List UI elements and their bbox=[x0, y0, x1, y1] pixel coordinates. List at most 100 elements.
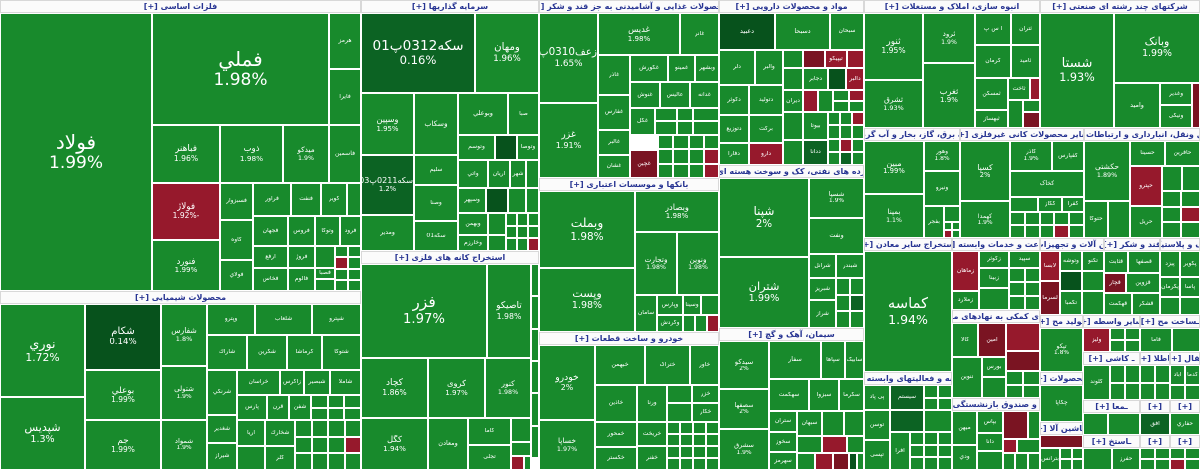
treemap-tile[interactable]: امین bbox=[978, 323, 1006, 357]
treemap-tile[interactable]: حفرز bbox=[1112, 448, 1140, 470]
treemap-tile[interactable]: کگاز bbox=[1038, 197, 1062, 212]
sector-header-agriculture[interactable]: زراعت و خدمات وابسته [+] bbox=[952, 238, 1040, 251]
sector-header-machinery[interactable]: ماشین آلات و تجهیزات [+] bbox=[1040, 238, 1104, 251]
treemap-tile[interactable]: شبندر bbox=[836, 254, 864, 278]
treemap-tile[interactable] bbox=[1162, 222, 1181, 238]
treemap-tile[interactable]: غگل bbox=[630, 108, 655, 135]
treemap-tile[interactable]: ومهان 1.96% bbox=[475, 13, 539, 93]
treemap-tile[interactable]: وتجارت 1.98% bbox=[635, 232, 677, 295]
treemap-tile[interactable] bbox=[1024, 296, 1040, 310]
treemap-tile[interactable] bbox=[910, 444, 924, 458]
treemap-tile[interactable] bbox=[1155, 365, 1170, 383]
sector-header-conglomerates[interactable]: شرکتهای چند رشته ای صنعتی [+] bbox=[1040, 0, 1200, 13]
treemap-tile[interactable] bbox=[655, 108, 677, 121]
sector-header-other-mining[interactable]: استخراج سایر معادن [+] bbox=[864, 238, 952, 251]
treemap-tile[interactable]: سلیم bbox=[414, 155, 458, 185]
treemap-tile[interactable]: غفارس bbox=[598, 95, 630, 130]
treemap-tile[interactable] bbox=[1006, 323, 1040, 351]
treemap-tile[interactable] bbox=[1023, 384, 1040, 398]
treemap-tile[interactable] bbox=[822, 411, 844, 436]
treemap-tile[interactable] bbox=[852, 112, 864, 126]
treemap-tile[interactable]: جم 1.99% bbox=[85, 420, 161, 470]
treemap-tile[interactable]: شسپا 1.9% bbox=[809, 178, 864, 218]
treemap-tile[interactable] bbox=[1110, 340, 1125, 352]
treemap-tile[interactable] bbox=[1125, 340, 1140, 352]
treemap-tile[interactable] bbox=[327, 407, 345, 420]
treemap-tile[interactable]: فاما bbox=[1140, 328, 1172, 352]
treemap-tile[interactable] bbox=[695, 315, 707, 332]
sector-header-oil[interactable]: فرآورده های نفتی، کک و سوخت هسته ای [+] bbox=[719, 165, 864, 178]
treemap-tile[interactable]: کاما bbox=[468, 418, 511, 445]
treemap-tile[interactable] bbox=[328, 420, 345, 437]
treemap-tile[interactable] bbox=[1082, 271, 1104, 291]
treemap-tile[interactable]: فرود bbox=[340, 216, 361, 246]
treemap-tile[interactable] bbox=[1185, 385, 1200, 400]
treemap-tile[interactable] bbox=[517, 225, 528, 239]
treemap-tile[interactable] bbox=[1140, 382, 1155, 400]
treemap-tile[interactable] bbox=[1008, 100, 1023, 128]
treemap-tile[interactable] bbox=[680, 446, 693, 458]
treemap-tile[interactable] bbox=[850, 294, 864, 312]
treemap-tile[interactable] bbox=[528, 213, 539, 226]
sector-header-chemicals[interactable]: محصولات شیمیایی [+] bbox=[0, 291, 361, 304]
treemap-tile[interactable]: ثشرق 1.93% bbox=[864, 80, 923, 128]
treemap-tile[interactable] bbox=[511, 442, 531, 456]
treemap-tile[interactable] bbox=[938, 457, 952, 470]
treemap-tile[interactable]: سپاها bbox=[821, 341, 845, 379]
treemap-tile[interactable]: ومدیر bbox=[361, 215, 414, 251]
treemap-tile[interactable]: غاذر bbox=[598, 55, 630, 95]
treemap-tile[interactable]: کالا bbox=[952, 323, 978, 357]
treemap-tile[interactable] bbox=[693, 108, 719, 121]
treemap-tile[interactable]: فرآور bbox=[253, 183, 291, 216]
sector-header-drilling[interactable]: [+] bbox=[1170, 400, 1200, 413]
sector-header-paper-products[interactable]: ـمحصولات [+] bbox=[1040, 372, 1083, 385]
treemap-tile[interactable] bbox=[844, 411, 864, 436]
treemap-tile[interactable]: دتولید bbox=[749, 85, 783, 115]
treemap-tile[interactable] bbox=[295, 453, 312, 470]
treemap-tile[interactable]: قزوین bbox=[1126, 273, 1160, 293]
treemap-tile[interactable]: ولیز bbox=[1083, 328, 1110, 352]
treemap-tile[interactable]: غزر 1.91% bbox=[539, 103, 598, 178]
treemap-tile[interactable] bbox=[511, 456, 524, 470]
treemap-tile[interactable] bbox=[783, 68, 803, 90]
treemap-tile[interactable]: حسینا bbox=[1130, 141, 1165, 166]
sector-header-other-financial[interactable]: ـسایر واسطه [+] bbox=[1083, 315, 1140, 328]
treemap-tile[interactable] bbox=[658, 149, 674, 164]
treemap-tile[interactable]: حریل bbox=[1130, 206, 1162, 238]
treemap-tile[interactable] bbox=[815, 453, 833, 470]
treemap-tile[interactable]: تپکو 1.8% bbox=[1040, 328, 1083, 372]
treemap-tile[interactable]: وتوسم bbox=[458, 135, 495, 160]
treemap-tile[interactable]: تجلی bbox=[468, 445, 511, 470]
treemap-tile[interactable]: كوير bbox=[321, 183, 347, 216]
treemap-tile[interactable]: شرانل bbox=[809, 254, 836, 278]
treemap-tile[interactable]: کدما bbox=[1185, 365, 1200, 385]
treemap-tile[interactable] bbox=[1162, 166, 1182, 191]
treemap-tile[interactable]: زبینا bbox=[979, 268, 1009, 288]
treemap-tile[interactable]: كاوه bbox=[220, 220, 253, 260]
treemap-tile[interactable]: ختراک bbox=[645, 345, 690, 385]
treemap-tile[interactable]: ونفت bbox=[809, 218, 864, 254]
treemap-tile[interactable] bbox=[857, 453, 864, 470]
treemap-tile[interactable] bbox=[683, 315, 695, 332]
treemap-tile[interactable] bbox=[311, 453, 328, 470]
treemap-tile[interactable] bbox=[910, 457, 924, 470]
treemap-tile[interactable]: دالبر bbox=[846, 68, 864, 90]
treemap-tile[interactable]: پی پاد bbox=[864, 385, 890, 410]
treemap-tile[interactable]: خراسان bbox=[237, 370, 280, 395]
treemap-tile[interactable] bbox=[924, 444, 938, 458]
treemap-tile[interactable] bbox=[1009, 268, 1025, 282]
treemap-tile[interactable] bbox=[1170, 385, 1185, 400]
treemap-tile[interactable] bbox=[531, 361, 539, 394]
treemap-tile[interactable] bbox=[506, 225, 517, 239]
treemap-tile[interactable]: فخاس bbox=[253, 268, 288, 291]
treemap-tile[interactable] bbox=[335, 268, 348, 280]
sector-header-power[interactable]: عرضه برق، گاز، بخار و آب گرم [+] bbox=[864, 128, 960, 141]
treemap-tile[interactable]: فنفت bbox=[291, 183, 321, 216]
treemap-tile[interactable]: میدکو 1.9% bbox=[283, 125, 329, 183]
treemap-tile[interactable]: پارس bbox=[237, 395, 267, 420]
treemap-tile[interactable] bbox=[1140, 365, 1155, 383]
treemap-tile[interactable]: شفارس 1.8% bbox=[161, 304, 207, 366]
treemap-tile[interactable] bbox=[531, 296, 539, 329]
treemap-tile[interactable]: تکمبا bbox=[1060, 291, 1082, 315]
treemap-tile[interactable]: خمحور bbox=[595, 422, 637, 447]
